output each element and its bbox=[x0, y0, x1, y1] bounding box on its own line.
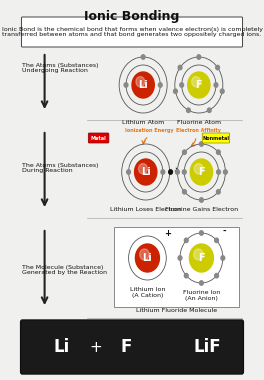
Circle shape bbox=[224, 170, 227, 174]
FancyBboxPatch shape bbox=[88, 133, 109, 143]
Text: The Molecule (Substance)
Generated by the Reaction: The Molecule (Substance) Generated by th… bbox=[22, 264, 107, 276]
Circle shape bbox=[194, 249, 203, 260]
Circle shape bbox=[139, 163, 147, 174]
Text: Li: Li bbox=[143, 253, 152, 263]
Circle shape bbox=[132, 72, 154, 98]
Text: Li: Li bbox=[54, 338, 70, 356]
Text: The Atoms (Substances)
Undergoing Reaction: The Atoms (Substances) Undergoing Reacti… bbox=[22, 63, 99, 73]
Text: Ionic Bond is the chemical bond that forms when valence electron(s) is completel: Ionic Bond is the chemical bond that for… bbox=[2, 27, 262, 37]
Text: +: + bbox=[164, 230, 172, 239]
Circle shape bbox=[176, 170, 179, 174]
Text: Nonmetal: Nonmetal bbox=[202, 136, 229, 141]
Circle shape bbox=[215, 238, 218, 242]
Circle shape bbox=[169, 170, 172, 174]
Text: +: + bbox=[90, 339, 102, 355]
Text: Fluorine Gains Electron: Fluorine Gains Electron bbox=[165, 207, 238, 212]
Circle shape bbox=[158, 83, 162, 87]
Circle shape bbox=[135, 159, 157, 185]
Circle shape bbox=[192, 76, 201, 87]
Circle shape bbox=[200, 281, 203, 285]
Circle shape bbox=[194, 163, 203, 174]
Circle shape bbox=[173, 89, 177, 93]
Circle shape bbox=[124, 83, 128, 87]
Text: The Atoms (Substances)
During Reaction: The Atoms (Substances) During Reaction bbox=[22, 163, 99, 173]
Circle shape bbox=[215, 274, 218, 278]
Circle shape bbox=[127, 170, 130, 174]
Text: F: F bbox=[198, 253, 205, 263]
Circle shape bbox=[188, 72, 210, 98]
Circle shape bbox=[216, 190, 220, 194]
Circle shape bbox=[220, 89, 224, 93]
Circle shape bbox=[207, 108, 211, 112]
Circle shape bbox=[217, 170, 220, 174]
Circle shape bbox=[178, 256, 182, 260]
Text: Metal: Metal bbox=[91, 136, 106, 141]
Text: Ionic Bonding: Ionic Bonding bbox=[84, 10, 180, 23]
FancyBboxPatch shape bbox=[21, 17, 243, 47]
Circle shape bbox=[216, 65, 219, 70]
Circle shape bbox=[183, 190, 186, 194]
Circle shape bbox=[180, 83, 183, 87]
Circle shape bbox=[216, 150, 220, 154]
Circle shape bbox=[161, 170, 165, 174]
Text: Fluorine Atom: Fluorine Atom bbox=[177, 120, 221, 125]
Circle shape bbox=[178, 65, 182, 70]
Circle shape bbox=[182, 170, 186, 174]
Text: Lithium Atom: Lithium Atom bbox=[122, 120, 164, 125]
Text: Ionization Energy: Ionization Energy bbox=[125, 128, 173, 133]
FancyBboxPatch shape bbox=[202, 133, 230, 143]
Text: Lithium Fluoride Molecule: Lithium Fluoride Molecule bbox=[136, 308, 217, 313]
Text: Li: Li bbox=[138, 80, 148, 90]
Circle shape bbox=[136, 76, 145, 87]
Circle shape bbox=[183, 150, 186, 154]
Circle shape bbox=[135, 244, 159, 272]
Text: Fluorine Ion
(An Anion): Fluorine Ion (An Anion) bbox=[183, 290, 220, 301]
Circle shape bbox=[187, 108, 190, 112]
Circle shape bbox=[184, 274, 188, 278]
Text: Lithium Ion
(A Cation): Lithium Ion (A Cation) bbox=[130, 287, 165, 298]
Text: F: F bbox=[196, 80, 202, 90]
Text: F: F bbox=[198, 167, 205, 177]
Text: F: F bbox=[120, 338, 132, 356]
Text: LiF: LiF bbox=[194, 338, 221, 356]
Circle shape bbox=[184, 238, 188, 242]
Circle shape bbox=[197, 55, 201, 59]
FancyBboxPatch shape bbox=[114, 227, 239, 307]
Text: -: - bbox=[223, 226, 226, 236]
Text: Li: Li bbox=[141, 167, 150, 177]
Circle shape bbox=[140, 249, 149, 260]
Circle shape bbox=[200, 142, 203, 146]
Circle shape bbox=[221, 256, 225, 260]
Circle shape bbox=[200, 231, 203, 235]
Circle shape bbox=[189, 244, 213, 272]
Circle shape bbox=[214, 83, 218, 87]
Circle shape bbox=[141, 55, 145, 59]
Text: Lithium Loses Electron: Lithium Loses Electron bbox=[110, 207, 181, 212]
Text: Electron Affinity: Electron Affinity bbox=[176, 128, 221, 133]
Circle shape bbox=[190, 159, 213, 185]
FancyBboxPatch shape bbox=[21, 320, 243, 374]
Circle shape bbox=[200, 198, 203, 202]
